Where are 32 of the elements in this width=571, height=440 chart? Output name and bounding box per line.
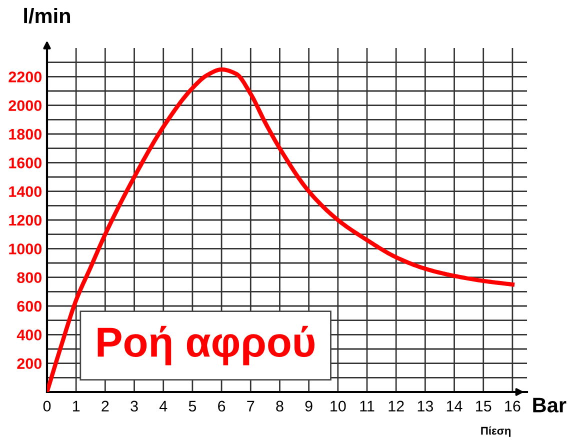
x-tick-label: 11 [360, 400, 374, 412]
y-tick-label: 1600 [9, 158, 42, 168]
annotation: Ροή αφρού [98, 326, 314, 366]
y-tick-label: 1800 [9, 128, 42, 140]
x-tick-label: 12 [388, 400, 404, 412]
y-tick-label: 1400 [9, 186, 42, 198]
x-tick-label: 2 [102, 400, 109, 412]
x-tick-label: 3 [130, 400, 138, 412]
y-tick-label: 200 [17, 358, 42, 370]
x-tick-label: 4 [159, 400, 168, 412]
y-tick-label: 400 [16, 330, 42, 340]
x-tick-label: 13 [418, 400, 434, 412]
y-tick-label: 1200 [9, 214, 42, 226]
x-tick-label: 5 [188, 400, 196, 412]
x-tick-label: 6 [218, 400, 226, 412]
y-tick-label: 600 [17, 300, 42, 312]
x-tick-label: 1 [73, 400, 80, 412]
y-tick-label: 1000 [9, 244, 42, 254]
x-tick-label: 0 [43, 400, 51, 412]
x-axis-title: Bar [533, 398, 566, 412]
y-tick-label: 800 [17, 272, 42, 284]
x-tick-label: 10 [330, 400, 346, 412]
x-tick-label: 9 [305, 400, 312, 412]
y-axis-title: l/min [24, 8, 70, 24]
x-tick-label: 7 [247, 400, 254, 412]
y-tick-label: 2200 [8, 72, 42, 82]
x-tick-label: 14 [446, 400, 462, 412]
y-tick-label: 2000 [8, 100, 42, 112]
x-tick-label: 15 [476, 400, 492, 412]
text: Πίεση [481, 426, 510, 437]
x-tick-label: 8 [276, 400, 284, 412]
x-tick-label: 16 [505, 400, 520, 412]
